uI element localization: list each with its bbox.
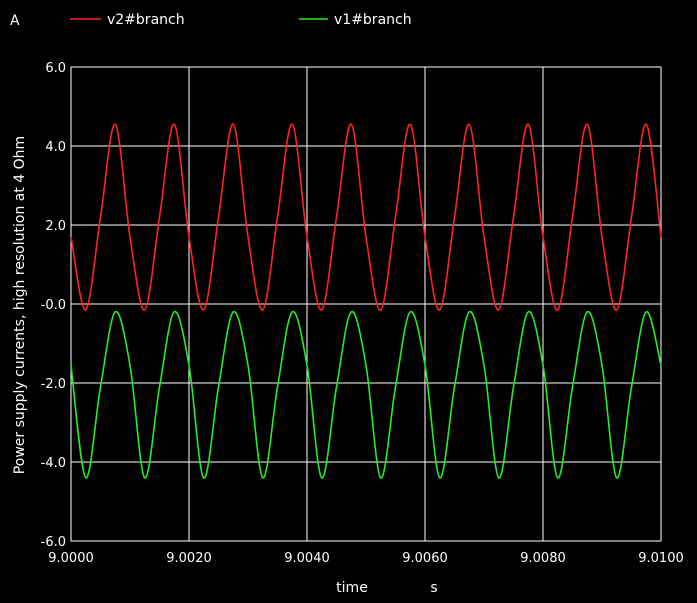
x-tick-label: 9.0100 xyxy=(638,551,684,566)
x-axis-label: time xyxy=(336,580,368,596)
legend: v2#branch v1#branch xyxy=(70,12,412,28)
y-tick-label: 6.0 xyxy=(45,61,66,76)
corner-label: A xyxy=(10,13,20,29)
series-layer xyxy=(70,123,662,479)
x-tick-label: 9.0080 xyxy=(520,551,566,566)
legend-label-v2-branch: v2#branch xyxy=(107,12,185,28)
x-tick-label: 9.0020 xyxy=(166,551,212,566)
x-tick-label: 9.0000 xyxy=(48,551,94,566)
x-tick-label: 9.0060 xyxy=(402,551,448,566)
x-axis-ticks: 9.0000 9.0020 9.0040 9.0060 9.0080 9.0100 xyxy=(48,551,684,566)
legend-label-v1-branch: v1#branch xyxy=(334,12,412,28)
y-tick-label: -0.0 xyxy=(41,298,66,313)
y-tick-label: 2.0 xyxy=(45,219,66,234)
y-axis-ticks: 6.0 4.0 2.0 -0.0 -2.0 -4.0 -6.0 xyxy=(41,61,66,550)
y-tick-label: 4.0 xyxy=(45,140,66,155)
y-tick-label: -6.0 xyxy=(41,535,66,550)
series-line-v1-branch xyxy=(70,311,662,479)
series-line-v2-branch xyxy=(70,123,662,311)
y-tick-label: -2.0 xyxy=(41,377,66,392)
x-tick-label: 9.0040 xyxy=(284,551,330,566)
grid xyxy=(70,66,662,542)
y-tick-label: -4.0 xyxy=(41,456,66,471)
x-axis-unit: s xyxy=(430,580,437,596)
y-axis-label: Power supply currents, high resolution a… xyxy=(12,136,28,474)
